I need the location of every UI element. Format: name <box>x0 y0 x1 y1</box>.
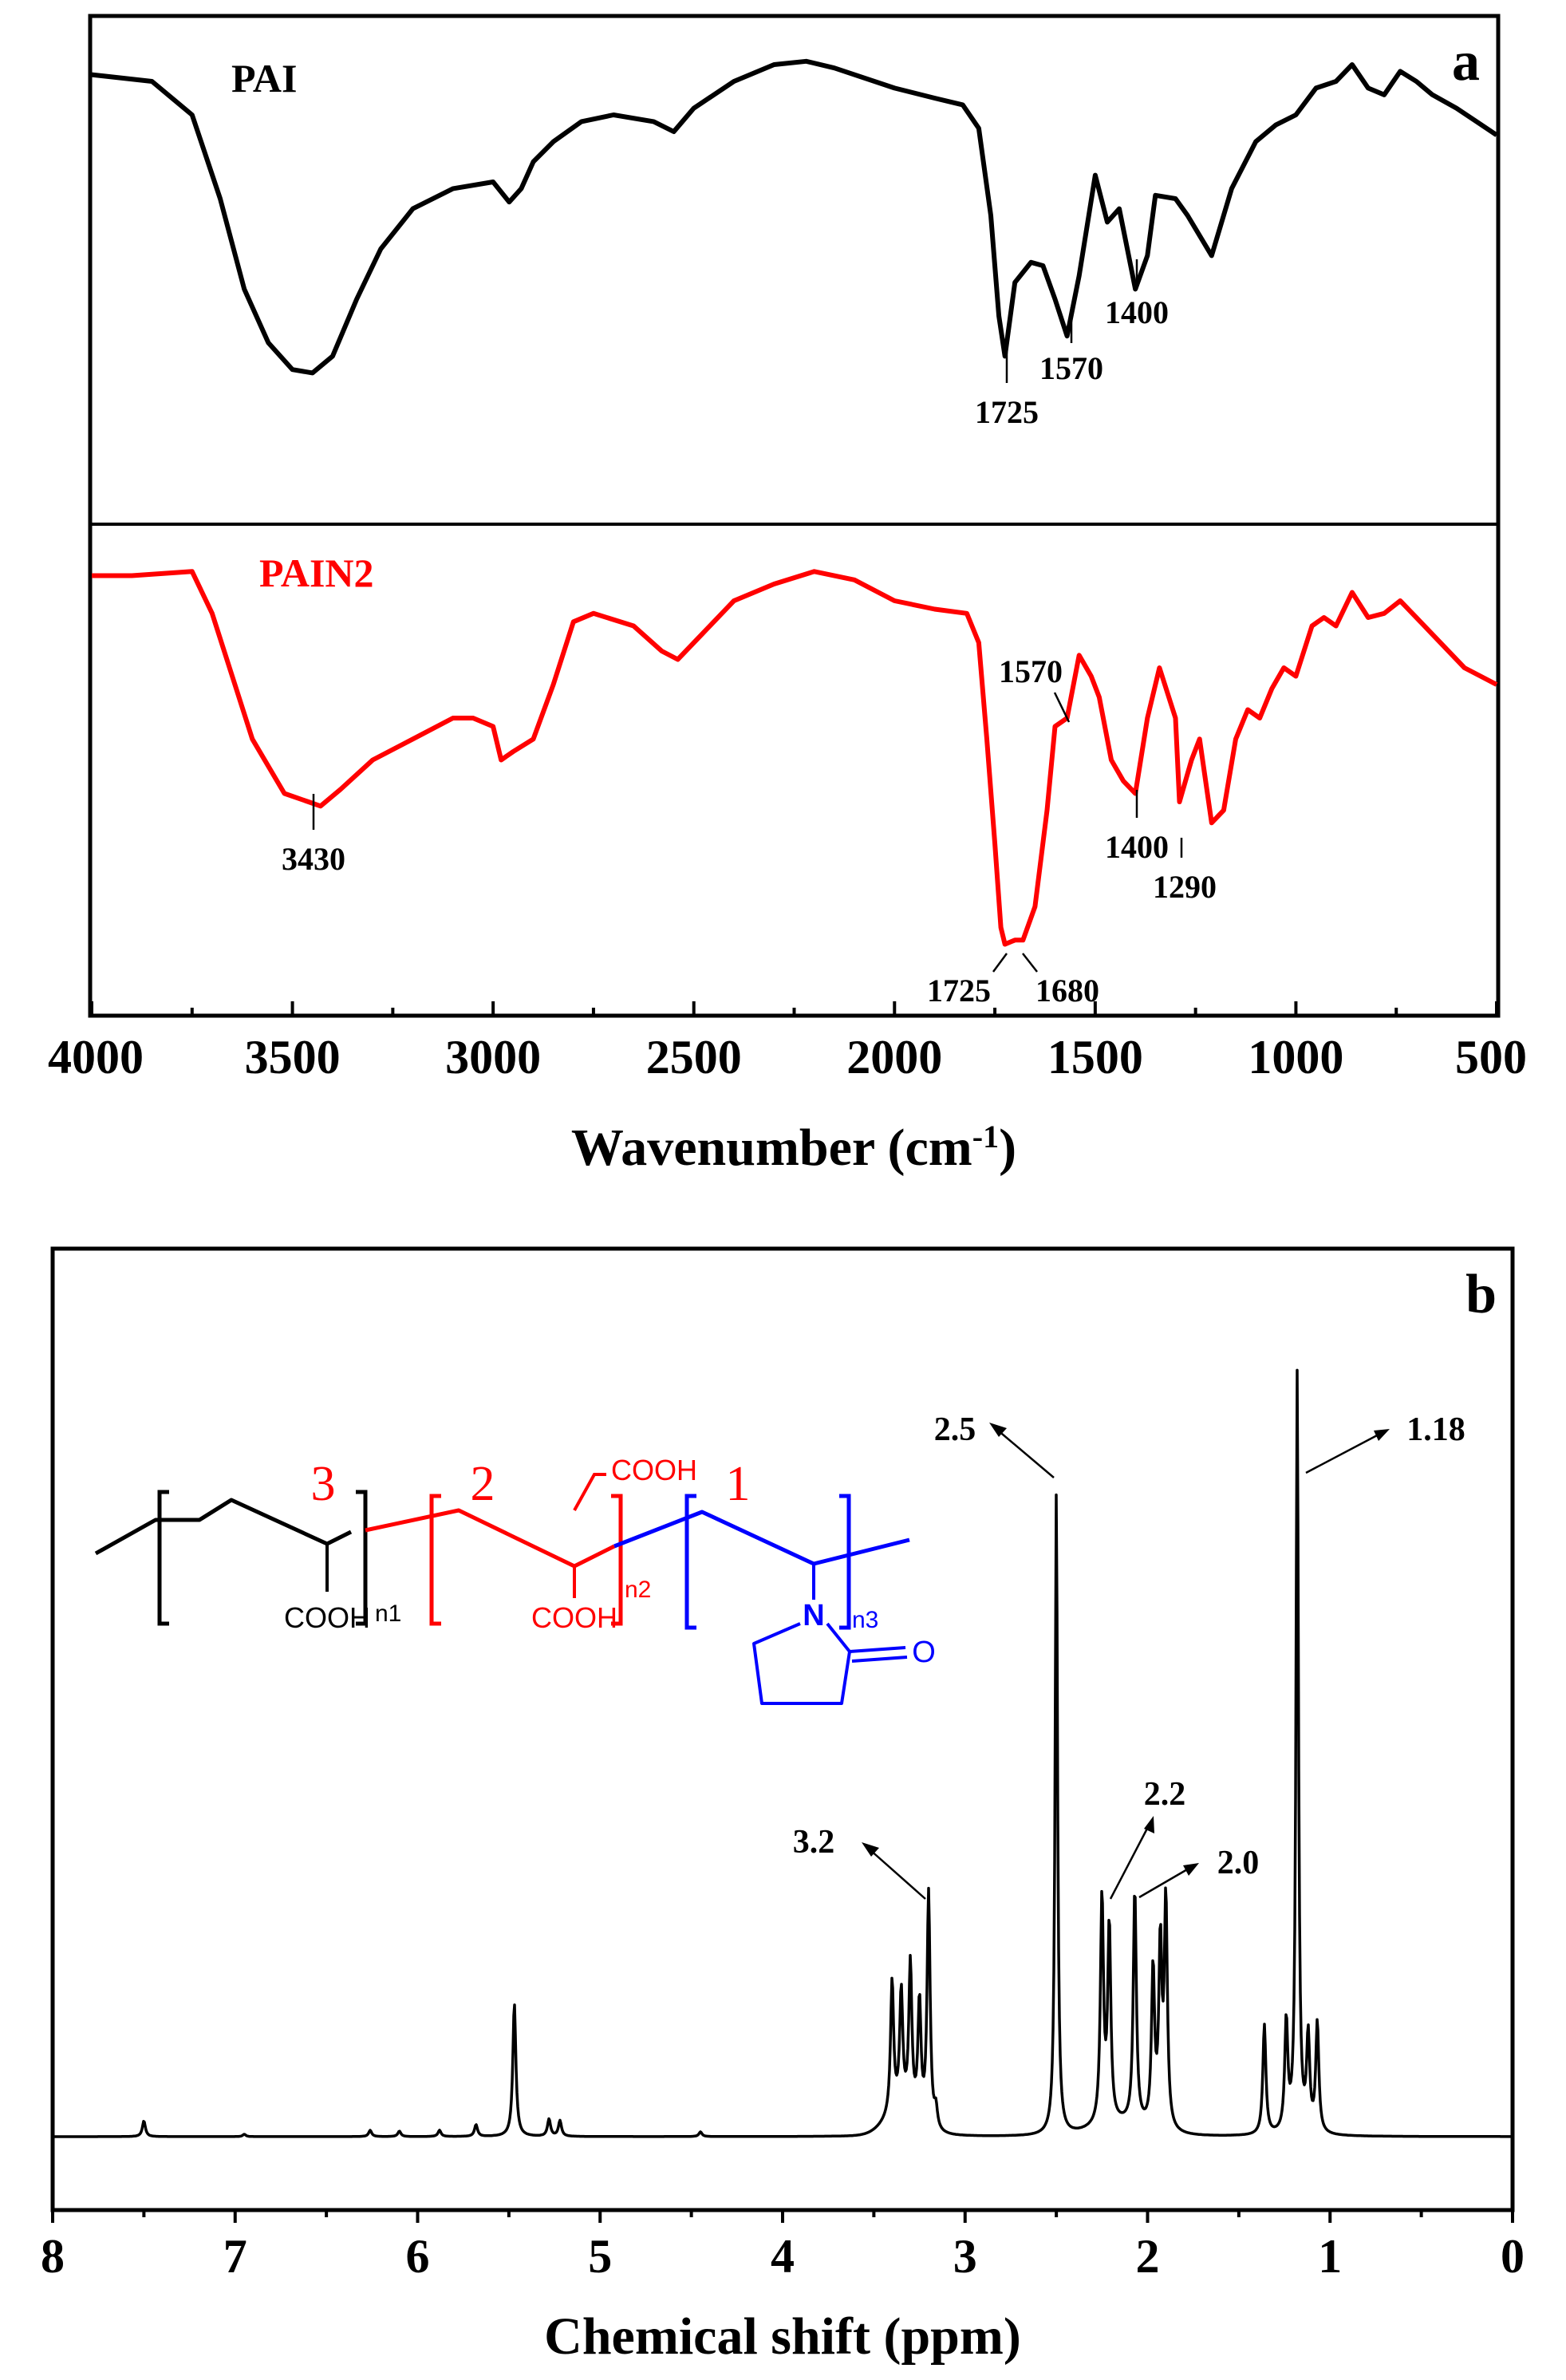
unit-label-1: 1 <box>726 1457 751 1511</box>
unit-label-3: 3 <box>311 1457 336 1511</box>
panel-a-x-label-sup: -1 <box>972 1119 999 1154</box>
panel-b-x-tick-label: 7 <box>223 2230 247 2283</box>
panel-b-x-tick-label: 1 <box>1318 2230 1342 2283</box>
panel-b-x-tick-label: 5 <box>588 2230 612 2283</box>
nmr-arrowhead-2.2 <box>1144 1816 1154 1833</box>
panel-b-x-tick-label: 8 <box>41 2230 65 2283</box>
atom-oxygen: O <box>912 1636 936 1669</box>
panel-b-x-tick-label: 3 <box>953 2230 977 2283</box>
panel-b-x-tick-label: 6 <box>406 2230 430 2283</box>
panel-a-x-tick-label: 2500 <box>646 1031 742 1083</box>
nmr-arrow-1.18 <box>1305 1432 1381 1474</box>
pain2-label-1290: 1290 <box>1153 869 1217 905</box>
bracket-left-unit-3 <box>157 1490 169 1626</box>
backbone-unit-2 <box>365 1508 616 1569</box>
panel-b: b 2.5 1.18 3.2 2.2 2.0 n1 COOH 3 <box>41 1246 1525 2366</box>
panel-a-x-tick-label: 500 <box>1455 1031 1527 1083</box>
backbone-unit-3 <box>94 1498 353 1556</box>
panel-b-x-tick-labels: 8 7 6 5 4 3 2 1 0 <box>41 2230 1525 2283</box>
bracket-left-unit-2 <box>429 1494 441 1626</box>
pain2-leader-1570 <box>1053 692 1071 723</box>
panel-a-letter: a <box>1452 31 1480 93</box>
chemical-structure: n1 COOH 3 n2 COOH COOH 2 n3 N O 1 <box>94 1454 936 1705</box>
nmr-arrow-3.2 <box>869 1849 926 1900</box>
subscript-n3: n3 <box>852 1607 878 1633</box>
panel-b-x-tick-label: 2 <box>1136 2230 1160 2283</box>
side-chain-cooh-link <box>573 1473 606 1511</box>
panel-b-letter: b <box>1465 1264 1497 1325</box>
panel-a-x-tick-label: 3000 <box>445 1031 541 1083</box>
panel-a-x-tick-label: 1500 <box>1047 1031 1143 1083</box>
nmr-label-2.2: 2.2 <box>1144 1776 1186 1813</box>
cooh-unit-2-top: COOH <box>611 1454 697 1486</box>
pain2-leader-1725 <box>992 953 1008 973</box>
panel-b-x-tick-label: 0 <box>1501 2230 1525 2283</box>
cooh-unit-3: COOH <box>284 1601 370 1634</box>
atom-nitrogen: N <box>803 1599 824 1632</box>
panel-a-x-label-main: Wavenumber (cm <box>571 1119 972 1177</box>
unit-label-2: 2 <box>471 1457 495 1511</box>
carbonyl-bond-2 <box>851 1656 908 1663</box>
panel-a-x-tick-label: 2000 <box>846 1031 942 1083</box>
nmr-arrow-2.0 <box>1138 1867 1189 1899</box>
nmr-arrow-2.5 <box>996 1429 1055 1478</box>
nmr-arrowhead-3.2 <box>862 1842 879 1857</box>
pai-label-1570: 1570 <box>1039 350 1103 386</box>
pain2-label-1400: 1400 <box>1105 829 1169 865</box>
panel-a-x-tick-label: 3500 <box>245 1031 341 1083</box>
pain2-label-1570: 1570 <box>999 653 1063 689</box>
bracket-right-unit-3 <box>356 1490 368 1626</box>
bracket-left-unit-1 <box>684 1494 696 1630</box>
panel-a-x-axis-label: Wavenumber (cm-1) <box>571 1119 1016 1178</box>
nmr-arrowhead-1.18 <box>1374 1429 1390 1441</box>
series-name-pain2: PAIN2 <box>259 551 374 595</box>
ftir-line-pain2 <box>92 569 1498 947</box>
series-name-pai: PAI <box>231 56 297 101</box>
backbone-unit-1 <box>613 1510 910 1566</box>
pyrrolidone-ring <box>752 1622 851 1705</box>
panel-b-x-ticks <box>51 2210 1514 2223</box>
nmr-label-2.0: 2.0 <box>1217 1845 1260 1881</box>
panel-a-x-tick-label: 4000 <box>48 1031 144 1083</box>
panel-b-frame <box>50 1246 1515 2212</box>
panel-a-x-ticks <box>90 1001 1498 1016</box>
nmr-label-3.2: 3.2 <box>793 1824 835 1861</box>
subscript-n2: n2 <box>625 1577 651 1603</box>
pain2-label-1680: 1680 <box>1035 973 1099 1008</box>
nmr-arrow-2.2 <box>1109 1825 1150 1900</box>
panel-a: a PAI PAIN2 1725 1570 1400 3430 1570 140… <box>48 14 1527 1178</box>
pain2-label-3430: 3430 <box>282 841 345 877</box>
cooh-unit-2: COOH <box>531 1601 617 1634</box>
bracket-right-unit-2 <box>611 1494 623 1626</box>
bracket-right-unit-1 <box>839 1494 851 1630</box>
panel-a-x-tick-label: 1000 <box>1248 1031 1343 1083</box>
nmr-arrowhead-2.0 <box>1183 1863 1199 1876</box>
nmr-label-1.18: 1.18 <box>1406 1411 1465 1448</box>
nmr-label-2.5: 2.5 <box>934 1411 976 1448</box>
panel-b-x-tick-label: 4 <box>771 2230 795 2283</box>
pain2-leader-1680 <box>1022 953 1038 973</box>
panel-b-x-axis-label: Chemical shift (ppm) <box>544 2307 1021 2366</box>
pai-label-1725: 1725 <box>975 394 1039 430</box>
pain2-label-1725: 1725 <box>927 973 991 1008</box>
pai-label-1400: 1400 <box>1105 294 1169 330</box>
nmr-spectrum-line <box>53 1368 1512 2138</box>
panel-a-x-label-tail: ) <box>999 1119 1016 1177</box>
panel-a-x-tick-labels: 4000 3500 3000 2500 2000 1500 1000 500 <box>48 1031 1527 1083</box>
subscript-n1: n1 <box>375 1600 401 1627</box>
nmr-arrowhead-2.5 <box>989 1423 1007 1437</box>
ftir-line-pai <box>91 58 1498 376</box>
carbonyl-bond-1 <box>849 1646 906 1653</box>
